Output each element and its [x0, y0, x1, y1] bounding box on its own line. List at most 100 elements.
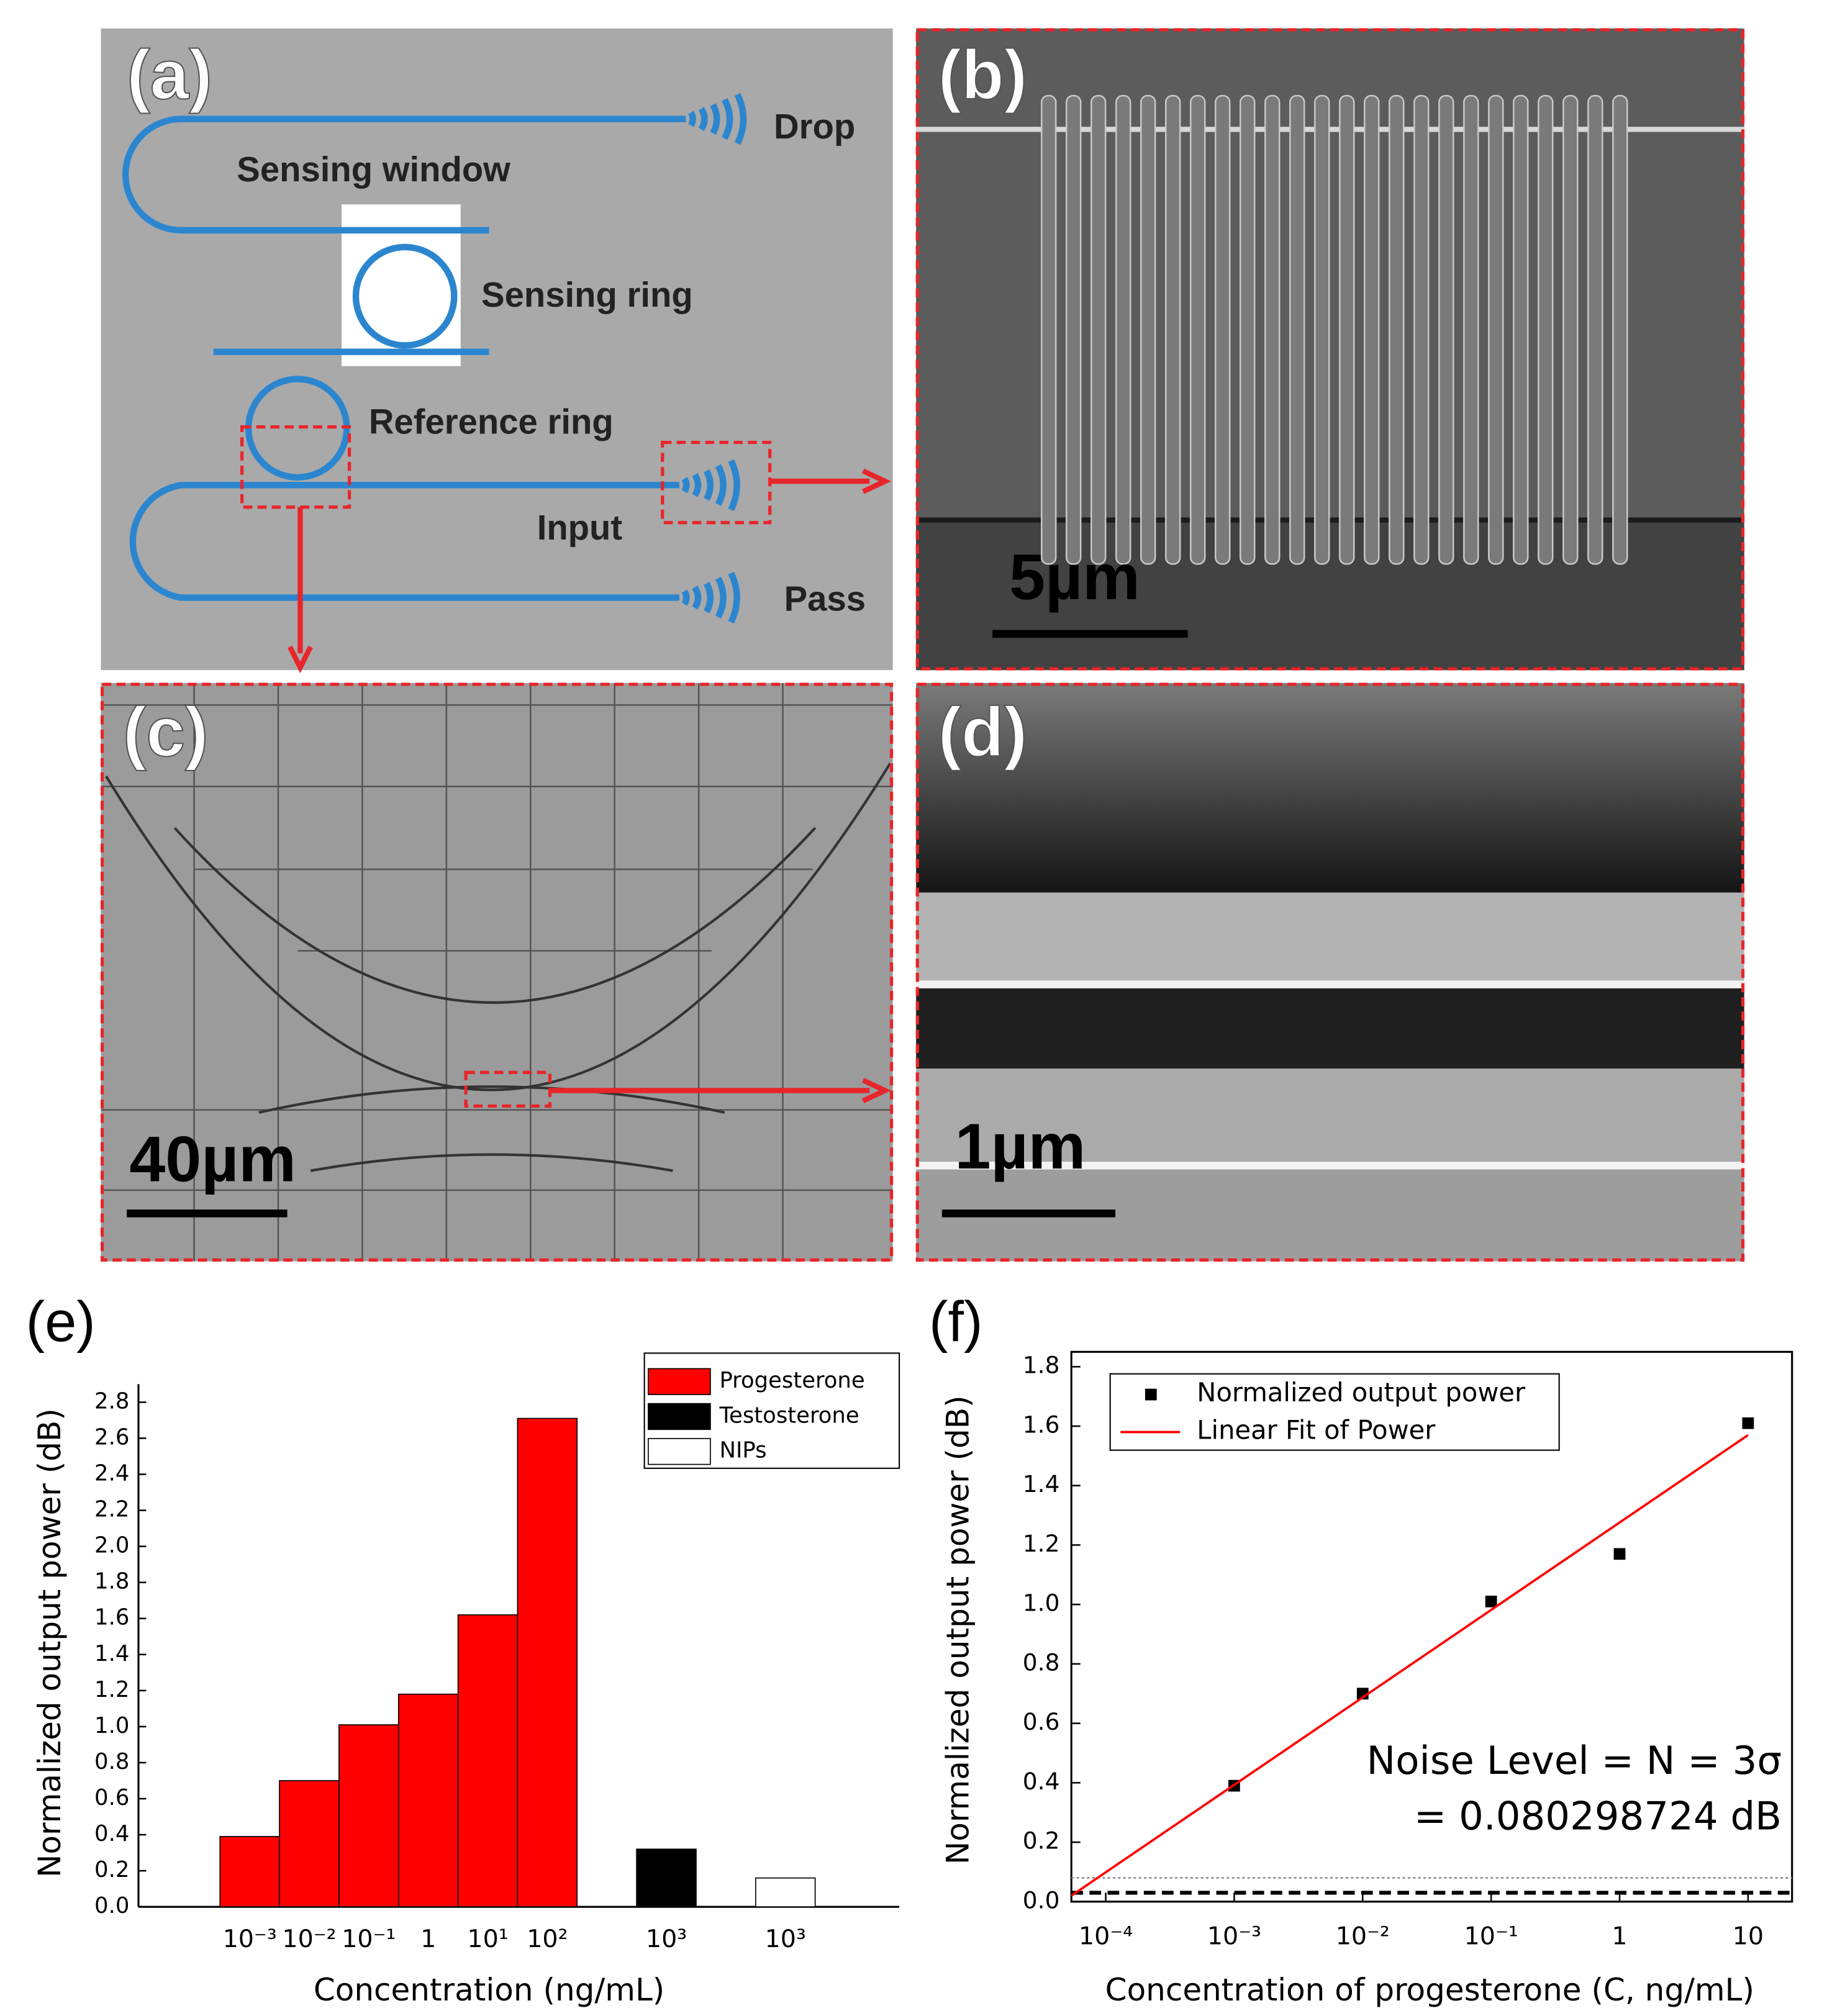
ring-arc: [105, 762, 892, 1172]
scale-bar: [941, 1209, 1116, 1218]
gap: [916, 988, 1744, 1069]
panel-border: [915, 28, 1745, 671]
data-point: [1485, 1595, 1497, 1607]
waveguide: [916, 1069, 1744, 1167]
x-tick-label: 10⁻¹: [342, 1925, 396, 1953]
grating-tooth: [1562, 94, 1579, 565]
waveguide: [122, 115, 686, 234]
fit-line: [1071, 1434, 1749, 1897]
waveguide-edge: [916, 1162, 1744, 1170]
legend-box: [1109, 1373, 1560, 1451]
waveguide-edge: [916, 517, 1744, 523]
panel-a: (a) Drop Sensing window Sensing ring Ref…: [101, 28, 893, 674]
y-tick-label: 0.2: [94, 1857, 129, 1883]
grating-tooth: [1066, 94, 1082, 565]
grating-tooth: [1612, 94, 1628, 565]
y-tick-label: 1.6: [94, 1605, 129, 1630]
waveguide-edge: [916, 980, 1744, 988]
panel-background: [101, 683, 893, 1262]
grating-tooth: [1538, 94, 1554, 565]
grating: [1041, 94, 1628, 565]
y-tick-label: 0.6: [1023, 1708, 1060, 1735]
y-axis-title: Normalized output power (dB): [940, 1395, 976, 1865]
panel-background: [916, 683, 1744, 893]
x-tick-label: 10⁻⁴: [1079, 1922, 1133, 1951]
bar: [338, 1724, 399, 1907]
port-label: Drop: [774, 107, 855, 146]
panel-label: (a): [127, 35, 212, 114]
scale-label: 1µm: [955, 1111, 1086, 1183]
grating-tooth: [1190, 94, 1206, 565]
y-tick-label: 1.8: [94, 1569, 129, 1594]
panel-label: (e): [26, 1290, 96, 1354]
x-tick-label: 10¹: [467, 1925, 508, 1953]
panel-border: [101, 682, 894, 1262]
scale-label: 5µm: [1009, 541, 1140, 613]
panel-d: 1µm (d): [915, 682, 1745, 1262]
panel-label: (b): [938, 35, 1028, 114]
y-tick-label: 1.0: [1023, 1589, 1060, 1617]
x-tick-label: 10²: [527, 1925, 568, 1953]
panel-label: (f): [929, 1290, 983, 1354]
y-axis-title: Normalized output power (dB): [32, 1408, 68, 1878]
bar: [457, 1614, 519, 1907]
bar: [279, 1780, 340, 1907]
scale-bar: [992, 630, 1188, 638]
y-tick-label: 1.2: [1023, 1530, 1060, 1557]
x-tick-label: 10³: [646, 1925, 687, 1953]
sensing-ring-shape: [352, 243, 458, 349]
data-point: [1742, 1417, 1754, 1429]
legend-label: Normalized output power: [1197, 1377, 1526, 1408]
grating-tooth: [1413, 94, 1430, 565]
panel-b: 5µm (b): [915, 28, 1745, 671]
x-tick-label: 10⁻²: [282, 1925, 336, 1953]
grating-tooth: [1264, 94, 1281, 565]
legend-label: Testosterone: [719, 1403, 859, 1428]
grating-tooth: [1115, 94, 1131, 565]
bar: [636, 1848, 697, 1907]
grating-tooth: [1240, 94, 1256, 565]
y-tick-label: 1.4: [94, 1641, 129, 1666]
scale-bar: [127, 1209, 288, 1218]
x-tick-label: 10: [1733, 1922, 1764, 1951]
y-tick-label: 0.4: [94, 1821, 129, 1846]
legend-label: Progesterone: [719, 1368, 864, 1393]
annotation: Sensing ring: [481, 275, 693, 314]
legend-label: Linear Fit of Power: [1197, 1414, 1436, 1445]
x-tick-label: 10⁻¹: [1464, 1922, 1518, 1951]
charts: (e) 0.0 0.2 0.4 0.6 0.8 1.0 1.2 1.4 1.6 1.8 2.0 2.2 2…: [26, 1290, 1793, 2008]
panel-label: (c): [123, 692, 209, 771]
y-tick-label: 2.4: [94, 1461, 129, 1486]
y-tick-label: 2.8: [94, 1388, 129, 1414]
grating-tooth: [1364, 94, 1380, 565]
grating-tooth: [1090, 94, 1107, 565]
panel-c: 40µm (c): [101, 682, 894, 1262]
annotation: = 0.080298724 dB: [1414, 1794, 1782, 1839]
y-tick-label: 2.0: [94, 1533, 129, 1558]
annotation: Noise Level = N = 3σ: [1366, 1738, 1782, 1783]
y-tick-label: 0.8: [1023, 1648, 1060, 1676]
bar: [517, 1417, 578, 1907]
waveguide: [916, 892, 1744, 986]
arrow: [550, 1077, 891, 1103]
y-tick-label: 1.0: [94, 1713, 129, 1738]
grating-tooth: [1041, 94, 1057, 565]
x-tick-label: 1: [1612, 1922, 1627, 1951]
arrow: [288, 468, 891, 674]
y-tick-label: 1.2: [94, 1677, 129, 1702]
y-tick-label: 2.6: [94, 1424, 129, 1450]
zoom-box: [240, 425, 351, 509]
waveguide-edge: [916, 127, 1744, 132]
grating-tooth: [1339, 94, 1355, 565]
grating-coupler: [681, 93, 747, 624]
y-tick-label: 0.0: [94, 1893, 129, 1919]
legend-swatch: [648, 1438, 711, 1465]
grating-tooth: [1463, 94, 1479, 565]
x-tick-label: 1: [420, 1925, 436, 1953]
y-tick-label: 2.2: [94, 1497, 129, 1522]
grating-tooth: [1165, 94, 1181, 565]
grating-tooth: [1438, 94, 1454, 565]
bar: [755, 1877, 816, 1907]
y-tick-label: 0.6: [94, 1785, 129, 1810]
